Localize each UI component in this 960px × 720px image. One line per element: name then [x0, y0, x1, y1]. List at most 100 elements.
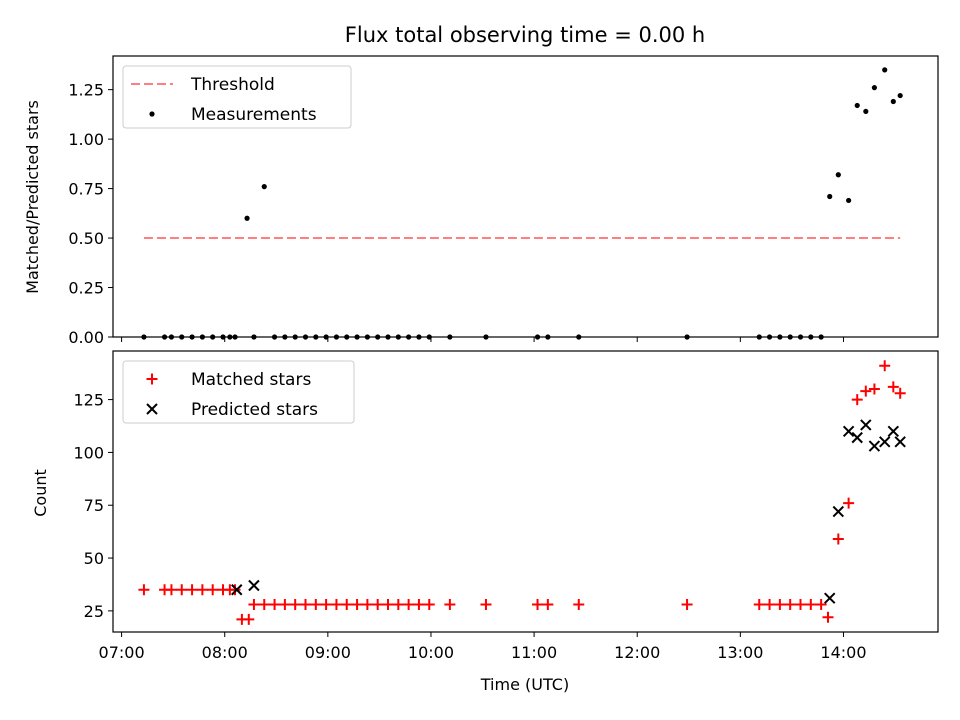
chart-title: Flux total observing time = 0.00 h: [345, 23, 705, 47]
data-point: [835, 172, 841, 178]
y-tick-label-ratio: 0.00: [68, 328, 104, 347]
data-point: [879, 360, 891, 372]
series-measurements: [141, 67, 903, 340]
data-point: [897, 92, 903, 99]
data-point: [871, 85, 878, 91]
data-point: [805, 599, 817, 611]
y-tick-label-ratio: 0.75: [68, 180, 104, 199]
data-point: [480, 599, 492, 611]
data-point: [868, 383, 880, 395]
x-tick-label: 08:00: [202, 643, 248, 662]
data-point: [887, 381, 899, 393]
series-matched-stars: [138, 360, 906, 625]
x-axis-label: Time (UTC): [480, 675, 569, 694]
data-point: [846, 197, 852, 204]
data-point: [542, 599, 554, 611]
legend: Threshold Measurements: [122, 65, 352, 129]
y-tick-label-count: 75: [84, 496, 104, 515]
data-point: [330, 599, 342, 611]
data-point: [243, 613, 255, 625]
data-point: [532, 599, 544, 611]
data-point: [244, 215, 250, 221]
axes-frame: [112, 350, 939, 633]
data-point: [289, 599, 301, 611]
y-tick-label-ratio: 0.25: [68, 279, 104, 298]
data-point: [248, 579, 260, 592]
data-point: [890, 98, 896, 105]
data-point: [229, 584, 241, 596]
upper-panel: 0.00 0.25 0.50 0.75 1.00 1.25 Threshold Measure…: [68, 55, 939, 347]
data-point: [444, 599, 456, 611]
data-point: [822, 611, 834, 623]
data-point: [341, 599, 353, 611]
axes-frame: [112, 55, 939, 338]
lower-panel: 25 50 75 100 125 07:00 08:00 09:00 10:00 11:00 12:…: [73, 350, 939, 662]
data-point: [851, 394, 863, 406]
data-point: [573, 599, 585, 611]
data-point: [854, 102, 860, 109]
data-point: [879, 436, 891, 448]
legend-label: Matched stars: [191, 370, 311, 390]
y-tick-label-count: 100: [73, 443, 104, 462]
data-point: [300, 599, 311, 611]
data-point: [784, 599, 796, 611]
y-tick-label-count: 50: [84, 549, 104, 568]
data-point: [774, 599, 786, 611]
data-point: [860, 385, 872, 397]
legend-swatch: [146, 403, 158, 415]
legend-label: Threshold: [190, 75, 275, 95]
data-point: [248, 599, 260, 611]
data-point: [310, 599, 322, 611]
data-point: [423, 599, 435, 611]
data-point: [372, 599, 384, 611]
data-point: [261, 184, 267, 190]
x-tick-label: 07:00: [99, 643, 145, 662]
data-point: [815, 599, 827, 611]
data-point: [832, 533, 844, 545]
data-point: [231, 584, 243, 596]
data-point: [860, 419, 872, 431]
legend-swatch: [149, 111, 155, 117]
legend-label: Measurements: [191, 105, 317, 125]
data-point: [138, 584, 150, 596]
y-tick-label-count: 25: [84, 602, 104, 621]
data-point: [843, 497, 855, 509]
data-point: [882, 67, 888, 73]
data-point: [351, 599, 363, 611]
data-point: [894, 436, 906, 448]
data-point: [413, 599, 425, 611]
x-tick-label: 09:00: [305, 643, 351, 662]
data-point: [176, 584, 188, 596]
y-tick-label-ratio: 1.25: [68, 81, 104, 100]
series-predicted-stars: [231, 419, 906, 604]
data-point: [832, 505, 845, 518]
data-point: [258, 599, 270, 611]
x-tick-label: 12:00: [614, 643, 660, 662]
data-point: [207, 584, 219, 596]
data-point: [361, 599, 373, 611]
data-point: [842, 425, 855, 437]
data-point: [392, 599, 404, 611]
y-axis-label-ratio: Matched/Predicted stars: [23, 100, 42, 294]
data-point: [403, 599, 415, 611]
data-point: [165, 584, 177, 596]
data-point: [795, 599, 806, 611]
legend-box: [122, 360, 355, 424]
legend: Matched stars Predicted stars: [122, 360, 355, 424]
data-point: [868, 440, 881, 452]
data-point: [863, 108, 869, 115]
data-point: [887, 425, 900, 437]
data-point: [764, 599, 776, 611]
data-point: [894, 387, 906, 399]
x-tick-label: 11:00: [511, 643, 557, 662]
data-point: [279, 599, 291, 611]
legend-label: Predicted stars: [191, 400, 318, 420]
data-point: [824, 592, 836, 604]
data-point: [186, 584, 198, 596]
y-tick-label-ratio: 1.00: [68, 130, 104, 149]
x-tick-label: 10:00: [408, 643, 454, 662]
y-tick-label-count: 125: [73, 391, 104, 410]
data-point: [320, 599, 332, 611]
data-point: [681, 599, 693, 611]
